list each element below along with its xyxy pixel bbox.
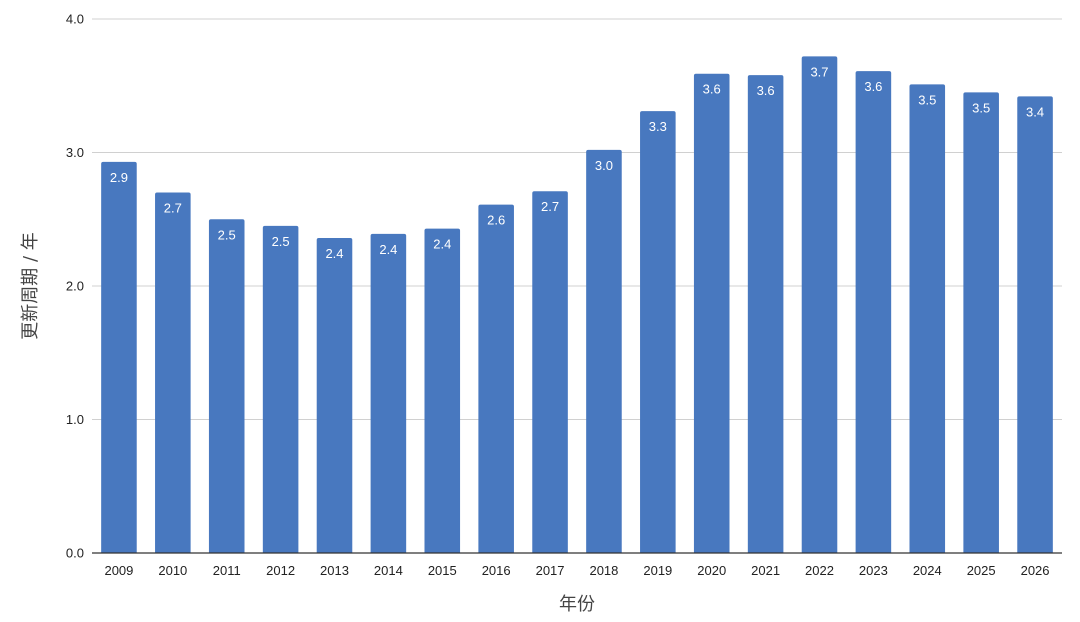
- bar: [963, 92, 999, 554]
- bar: [747, 75, 784, 553]
- x-tick-label: 2012: [266, 563, 295, 578]
- bar: [801, 56, 838, 553]
- x-tick-label: 2014: [374, 563, 403, 578]
- bars: [101, 56, 1053, 554]
- bar: [640, 111, 676, 554]
- bar-value-label: 3.4: [1026, 104, 1044, 119]
- bar-value-label: 2.5: [218, 227, 236, 242]
- bar-value-label: 2.4: [379, 242, 397, 257]
- y-tick-label: 0.0: [66, 546, 84, 561]
- bar: [155, 192, 191, 554]
- y-axis-title: 更新周期 / 年: [20, 232, 41, 340]
- bar-value-label: 2.7: [164, 201, 182, 216]
- bar: [855, 71, 892, 553]
- x-tick-label: 2015: [428, 563, 457, 578]
- y-tick-label: 4.0: [66, 12, 84, 27]
- bar: [693, 73, 730, 554]
- bar-value-label: 2.9: [110, 170, 128, 185]
- bar: [424, 228, 461, 553]
- bar-value-labels: 2.9 2.7 2.5 2.5 2.4 2.4 2.4 2.6 2.7 3.0 3.3 3.6 3.6 3…: [110, 64, 1044, 261]
- bar: [316, 237, 353, 553]
- x-tick-label: 2017: [536, 563, 565, 578]
- bar-value-label: 2.4: [325, 246, 343, 261]
- bar-value-label: 2.6: [487, 213, 505, 228]
- x-tick-label: 2020: [697, 563, 726, 578]
- x-tick-label: 2022: [805, 563, 834, 578]
- x-tick-label: 2025: [967, 563, 996, 578]
- x-tick-label: 2019: [643, 563, 672, 578]
- bar: [208, 219, 245, 553]
- bar-value-label: 3.7: [810, 64, 828, 79]
- x-tick-label: 2009: [104, 563, 133, 578]
- bar-value-label: 3.6: [864, 79, 882, 94]
- x-tick-label: 2023: [859, 563, 888, 578]
- bar: [586, 149, 622, 553]
- x-tick-label: 2021: [751, 563, 780, 578]
- y-tick-label: 3.0: [66, 145, 84, 160]
- x-axis-title: 年份: [559, 594, 595, 615]
- bar-value-label: 3.6: [757, 83, 775, 98]
- x-tick-label: 2011: [213, 563, 241, 578]
- bar-value-label: 3.0: [595, 158, 613, 173]
- bar-value-label: 3.6: [703, 82, 721, 97]
- gridlines: [92, 18, 1062, 420]
- bar-value-label: 3.5: [972, 100, 990, 115]
- bar-value-label: 3.5: [918, 92, 936, 107]
- bar-value-label: 2.5: [272, 234, 290, 249]
- x-tick-label: 2018: [589, 563, 618, 578]
- x-tick-label: 2010: [158, 563, 187, 578]
- bar: [478, 204, 514, 553]
- y-tick-label: 1.0: [66, 412, 84, 427]
- bar-value-label: 2.4: [433, 237, 451, 252]
- bar: [370, 233, 407, 553]
- bar: [909, 84, 946, 553]
- x-axis-ticks: 2009 2010 2011 2012 2013 2014 2015 2016 2017 2018…: [104, 563, 1049, 578]
- x-tick-label: 2016: [482, 563, 511, 578]
- bar-value-label: 2.7: [541, 199, 559, 214]
- x-tick-label: 2013: [320, 563, 349, 578]
- bar: [532, 191, 568, 553]
- bar: [1017, 96, 1053, 554]
- x-tick-label: 2026: [1021, 563, 1050, 578]
- y-axis-ticks: 0.0 1.0 2.0 3.0 4.0: [66, 12, 84, 561]
- x-tick-label: 2024: [913, 563, 942, 578]
- bar: [101, 161, 137, 553]
- bar: [262, 225, 299, 554]
- bar-value-label: 3.3: [649, 119, 667, 134]
- y-tick-label: 2.0: [66, 279, 84, 294]
